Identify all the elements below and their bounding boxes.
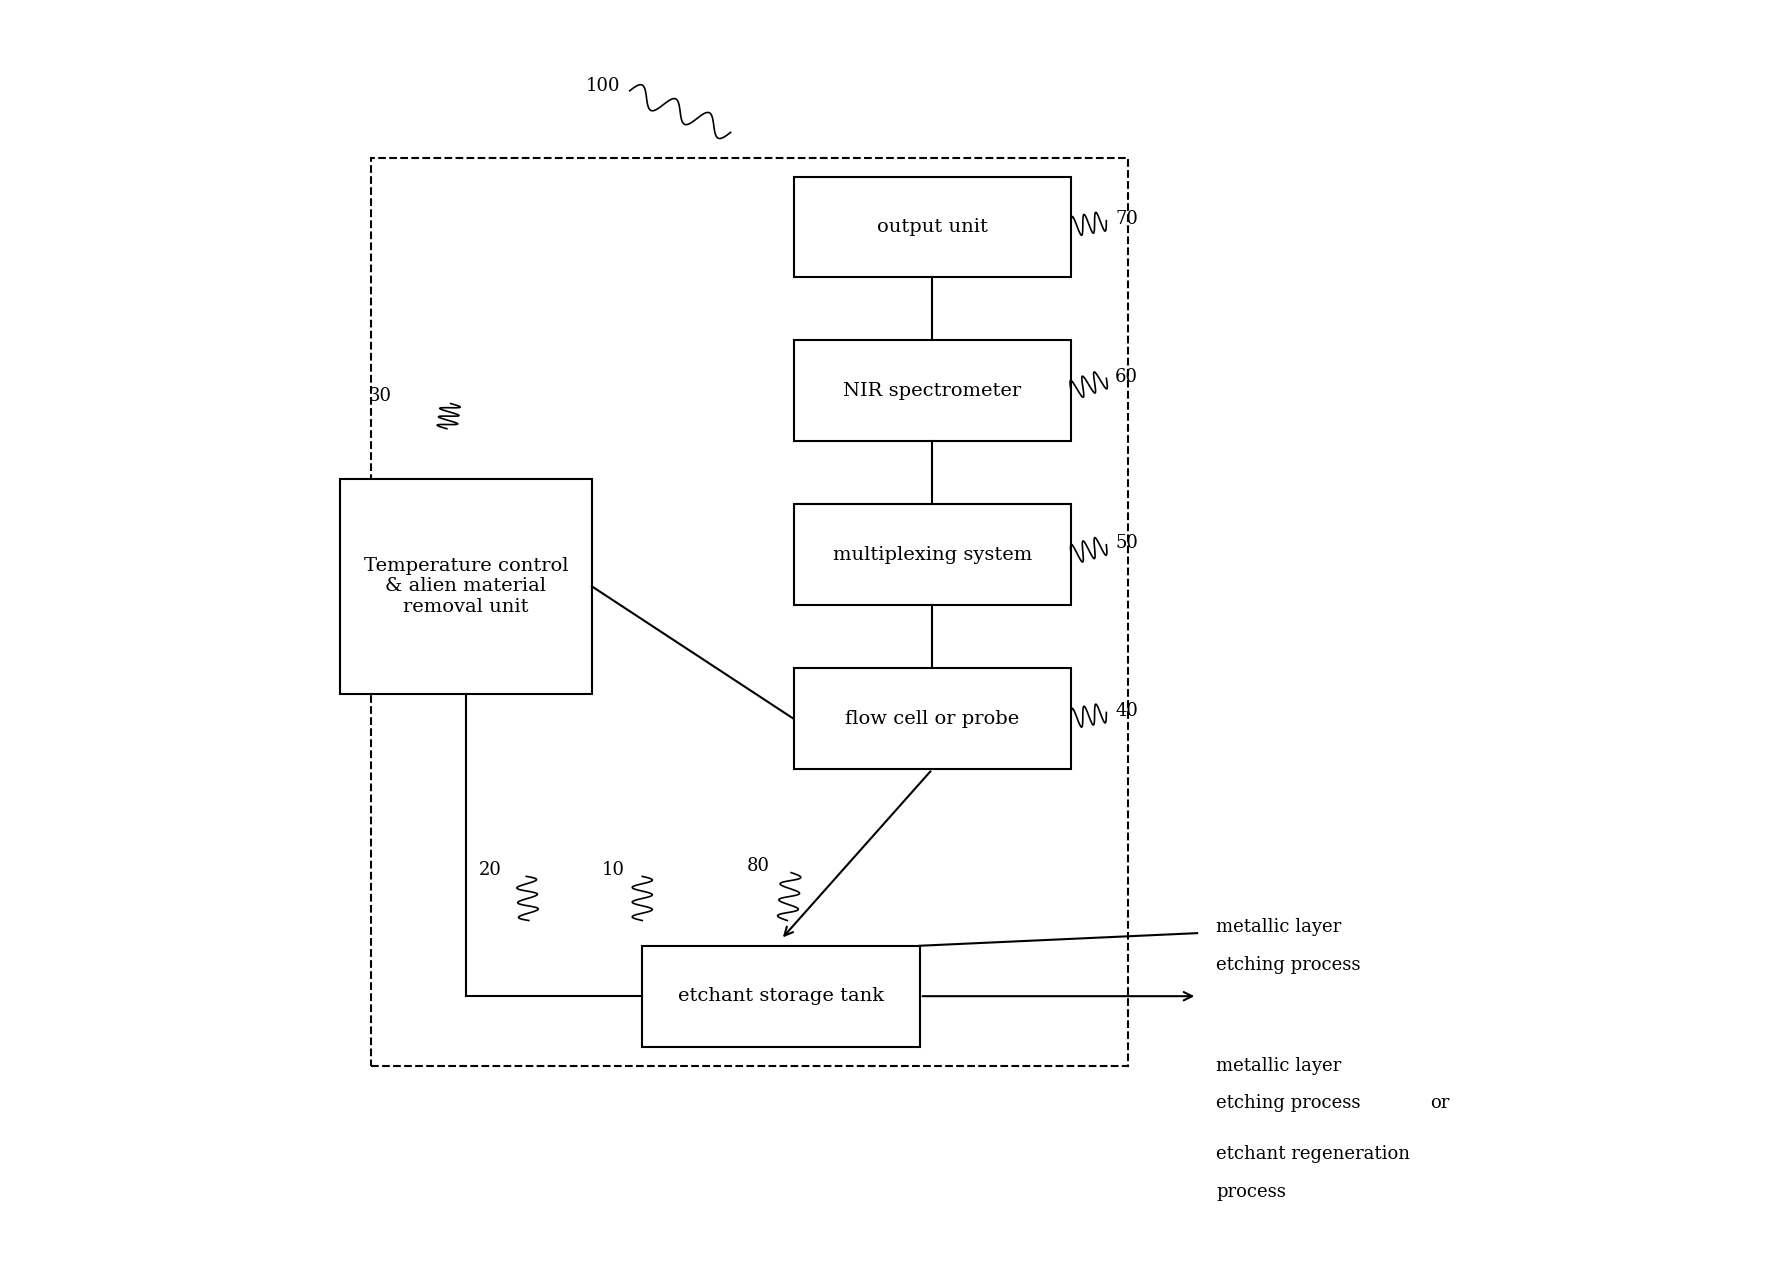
Text: or: or	[1431, 1095, 1449, 1112]
Text: etching process: etching process	[1217, 1095, 1361, 1112]
Text: NIR spectrometer: NIR spectrometer	[843, 382, 1022, 400]
Text: etchant storage tank: etchant storage tank	[678, 987, 884, 1005]
Text: 10: 10	[601, 861, 624, 879]
Text: 70: 70	[1115, 211, 1138, 228]
FancyBboxPatch shape	[340, 479, 592, 694]
Text: output unit: output unit	[877, 218, 988, 236]
Text: 40: 40	[1115, 702, 1138, 720]
Text: 60: 60	[1115, 368, 1138, 386]
Text: metallic layer: metallic layer	[1217, 918, 1342, 936]
Text: 30: 30	[369, 387, 392, 405]
FancyBboxPatch shape	[642, 946, 920, 1047]
Text: multiplexing system: multiplexing system	[832, 546, 1032, 564]
Text: flow cell or probe: flow cell or probe	[844, 710, 1020, 728]
FancyBboxPatch shape	[794, 177, 1072, 277]
Text: etchant regeneration: etchant regeneration	[1217, 1145, 1410, 1163]
FancyBboxPatch shape	[794, 340, 1072, 441]
Text: 50: 50	[1115, 535, 1138, 552]
Text: 100: 100	[585, 77, 621, 95]
FancyBboxPatch shape	[794, 504, 1072, 605]
Text: process: process	[1217, 1183, 1286, 1200]
FancyBboxPatch shape	[794, 668, 1072, 769]
Text: etching process: etching process	[1217, 956, 1361, 973]
Text: 80: 80	[748, 857, 769, 875]
Text: 20: 20	[478, 861, 501, 879]
Text: metallic layer: metallic layer	[1217, 1057, 1342, 1074]
Text: Temperature control
& alien material
removal unit: Temperature control & alien material rem…	[363, 556, 569, 617]
